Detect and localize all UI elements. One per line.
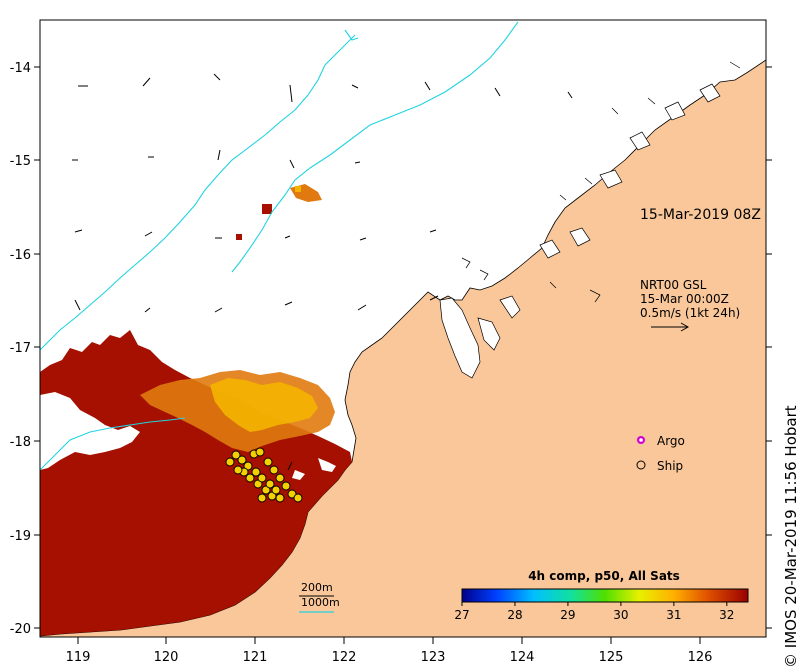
lon-tick-label: 121 [243,650,268,665]
lat-tick-label: -18 [10,435,31,450]
ship-legend-label: Ship [657,459,683,473]
lon-tick-label: 122 [332,650,357,665]
colorbar-ramp [461,588,749,603]
isobath-1000-label: 1000m [301,596,340,609]
colorbar-tick-label: 27 [454,608,469,622]
sst-patch [236,234,242,240]
colorbar-tick-label: 32 [719,608,734,622]
cloud-gap [292,470,305,480]
lat-tick-label: -20 [10,622,31,637]
colorbar-ticks: 27 28 29 30 31 32 [454,602,734,622]
lat-tick-label: -14 [10,61,31,76]
coastline-islands [439,83,721,379]
cloud-gap [40,392,140,470]
lat-tick-label: -15 [10,154,31,169]
colorbar: 4h comp, p50, All Sats 27 28 29 30 31 32 [454,569,749,622]
sst-patch [295,186,301,192]
isobath-1000m [344,29,359,41]
current-scale-arrow [651,322,690,332]
lat-tick-labels: -14 -15 -16 -17 -18 -19 -20 [10,61,31,637]
colorbar-tick-label: 29 [560,608,575,622]
current-scale-label: 0.5m/s (1kt 24h) [640,306,740,320]
colorbar-tick-label: 30 [613,608,628,622]
lat-tick-label: -16 [10,248,31,263]
timestamp-label: 15-Mar-2019 08Z [640,207,761,223]
colorbar-title: 4h comp, p50, All Sats [528,569,680,583]
plot-frame [39,19,767,638]
lat-tick-label: -17 [10,341,31,356]
ship-observations [225,447,303,503]
isobath-1000m [40,34,356,351]
isobath-200-label: 200m [301,581,333,594]
land-mass [40,59,766,637]
lon-tick-label: 124 [510,650,535,665]
ship-symbol-icon [636,460,646,470]
lon-tick-label: 125 [599,650,624,665]
offshore-islets [461,61,741,303]
current-vectors [72,73,573,471]
sst-patch [262,204,272,214]
sst-dark-red [40,330,352,636]
colorbar-tick-label: 31 [666,608,681,622]
argo-symbol-icon [637,436,645,444]
isobath-1000m [231,21,519,273]
isobath-1000m [40,417,186,471]
argo-legend-label: Argo [657,434,685,448]
current-source-label: NRT00 GSL [640,278,707,292]
lon-tick-label: 123 [421,650,446,665]
lon-tick-label: 120 [154,650,179,665]
lon-tick-label: 126 [688,650,713,665]
credit-label: © IMOS 20-Mar-2019 11:56 Hobart [782,405,800,668]
cloud-gap [318,458,336,472]
lat-tick-label: -19 [10,529,31,544]
current-date-label: 15-Mar 00:00Z [640,292,729,306]
sst-yellow [210,378,318,432]
lat-tick-marks [34,66,772,629]
lon-tick-marks [77,637,701,644]
lon-tick-label: 119 [66,650,91,665]
lon-tick-labels: 119 120 121 122 123 124 125 126 [66,650,713,665]
colorbar-tick-label: 28 [507,608,522,622]
